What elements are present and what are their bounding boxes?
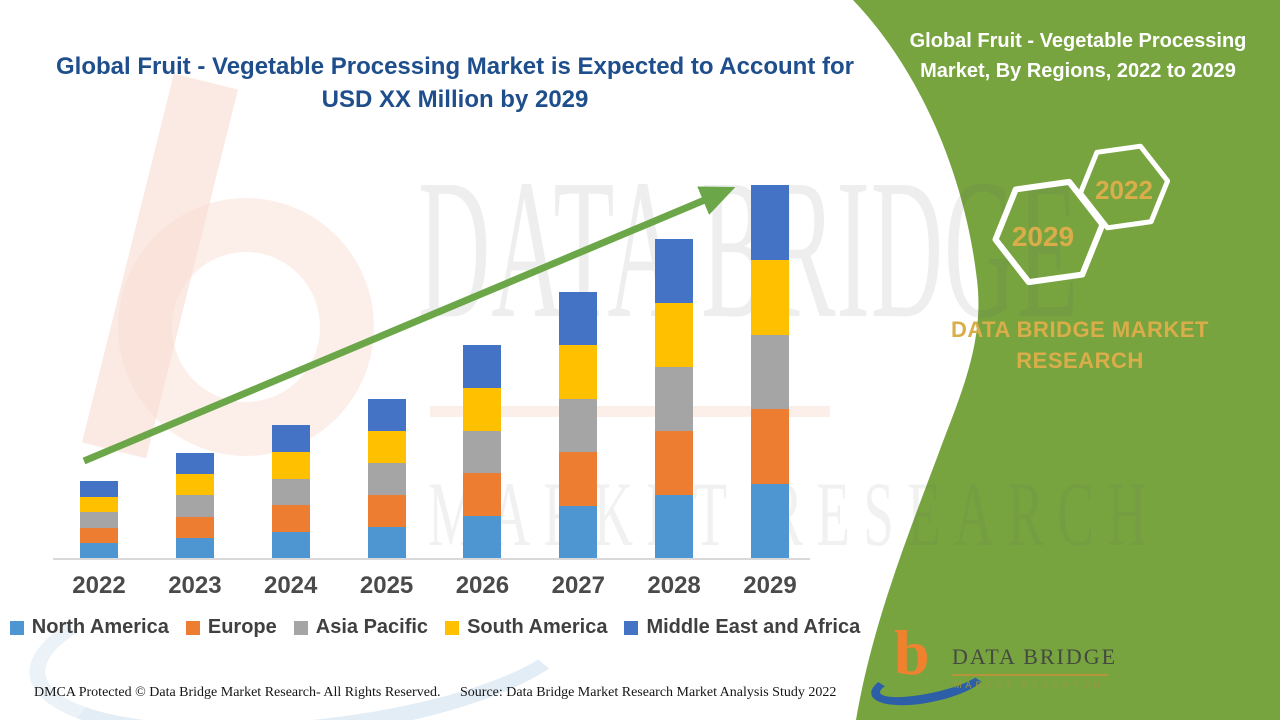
- legend-swatch-south-america: [445, 620, 460, 635]
- chart-legend: North America Europe Asia Pacific South Ame…: [9, 616, 860, 639]
- x-axis-label-2023: 2023: [168, 572, 222, 599]
- hexagon-2022: [1077, 143, 1171, 231]
- legend-label: Middle East and Africa: [646, 616, 861, 638]
- bar-segment-asia-pacific-2023: [175, 495, 214, 517]
- logo-subtitle: MARKET RESEARCH: [954, 680, 1104, 690]
- bar-segment-europe-2022: [80, 527, 118, 544]
- bar-segment-middle-east-and-africa-2029: [751, 185, 789, 260]
- legend-item-north-america: North America: [9, 616, 169, 639]
- legend-swatch-asia-pacific: [293, 620, 308, 635]
- logo-underline: [952, 674, 1108, 676]
- x-axis-line: [53, 558, 810, 560]
- company-logo: b DATA BRIDGE MARKET RESEARCH: [867, 617, 1128, 715]
- legend-swatch-north-america: [9, 620, 24, 635]
- side-panel-heading: Global Fruit - Vegetable Processing Mark…: [886, 26, 1270, 86]
- bar-segment-north-america-2023: [175, 537, 214, 559]
- x-axis-label-2028: 2028: [647, 572, 701, 599]
- dmca-notice: DMCA Protected © Data Bridge Market Rese…: [34, 685, 441, 700]
- bar-segment-north-america-2024: [271, 532, 310, 559]
- bar-segment-north-america-2026: [463, 516, 502, 559]
- x-axis-label-2022: 2022: [72, 572, 126, 599]
- legend-item-south-america: South America: [445, 616, 607, 639]
- bar-segment-asia-pacific-2024: [271, 478, 310, 506]
- bar-segment-middle-east-and-africa-2022: [80, 481, 118, 497]
- chart-title-line2: USD XX Million by 2029: [321, 86, 589, 113]
- bar-segment-asia-pacific-2025: [367, 463, 406, 495]
- source-note: Source: Data Bridge Market Research Mark…: [460, 685, 837, 700]
- logo-name: DATA BRIDGE: [952, 644, 1118, 669]
- bar-segment-asia-pacific-2022: [80, 512, 118, 528]
- bar-segment-north-america-2027: [559, 505, 598, 559]
- bar-segment-south-america-2022: [80, 496, 118, 513]
- legend-label: North America: [31, 616, 169, 638]
- bar-segment-south-america-2023: [175, 474, 214, 496]
- side-panel-heading-line2: Market, By Regions, 2022 to 2029: [920, 60, 1236, 82]
- brand-wordmark-line1: DATA BRIDGE MARKET: [951, 317, 1209, 342]
- bar-segment-asia-pacific-2029: [751, 334, 789, 410]
- bar-segment-north-america-2029: [751, 484, 789, 559]
- legend-swatch-europe: [185, 620, 200, 635]
- x-axis-label-2029: 2029: [743, 572, 797, 599]
- hexagon-2029-label: 2029: [1012, 221, 1074, 252]
- x-axis-label-2025: 2025: [359, 572, 414, 599]
- legend-label: Europe: [207, 616, 277, 638]
- bar-segment-europe-2029: [751, 409, 789, 485]
- x-axis-label-2026: 2026: [455, 572, 510, 599]
- bar-segment-europe-2026: [463, 473, 502, 517]
- x-axis-label-2027: 2027: [551, 572, 605, 599]
- bar-segment-europe-2023: [175, 516, 214, 538]
- brand-wordmark-line2: RESEARCH: [1016, 348, 1144, 373]
- legend-item-asia-pacific: Asia Pacific: [293, 616, 429, 639]
- bar-segment-europe-2024: [271, 505, 310, 533]
- x-axis-label-2024: 2024: [263, 572, 318, 599]
- hexagon-2022-label: 2022: [1095, 175, 1153, 205]
- bar-segment-north-america-2025: [367, 527, 406, 559]
- chart-title-line1: Global Fruit - Vegetable Processing Mark…: [56, 53, 854, 80]
- legend-item-europe: Europe: [185, 616, 277, 639]
- bar-segment-north-america-2022: [80, 543, 118, 559]
- legend-item-middle-east-and-africa: Middle East and Africa: [624, 616, 860, 639]
- side-panel-heading-line1: Global Fruit - Vegetable Processing: [909, 30, 1247, 52]
- logo-b-icon: b: [894, 617, 930, 688]
- bar-segment-north-america-2028: [655, 495, 694, 559]
- bar-segment-south-america-2029: [751, 259, 789, 335]
- legend-swatch-middle-east-and-africa: [624, 620, 639, 635]
- bar-segment-europe-2025: [367, 495, 406, 527]
- legend-label: Asia Pacific: [315, 616, 429, 638]
- brand-wordmark: DATA BRIDGE MARKET RESEARCH: [890, 314, 1270, 376]
- legend-label: South America: [467, 616, 608, 638]
- chart-title: Global Fruit - Vegetable Processing Mark…: [30, 50, 880, 116]
- hexagon-2029: [992, 178, 1106, 286]
